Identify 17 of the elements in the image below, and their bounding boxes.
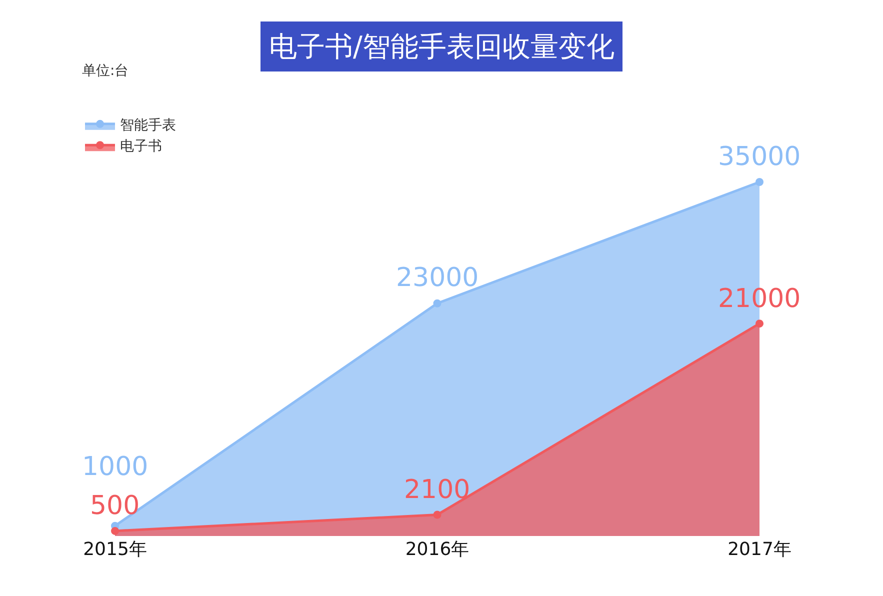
data-label: 35000: [718, 142, 801, 172]
x-tick-label: 2015年: [83, 539, 147, 560]
point: [756, 320, 764, 328]
data-label: 500: [90, 491, 140, 521]
x-tick-label: 2017年: [728, 539, 792, 560]
point: [433, 299, 442, 308]
chart-title: 电子书/智能手表回收量变化: [269, 30, 614, 63]
point: [756, 178, 764, 186]
legend-label: 智能手表: [120, 117, 176, 134]
point: [433, 510, 442, 519]
text: 单位:台: [82, 63, 129, 79]
data-label: 1000: [82, 452, 148, 482]
x-tick-label: 2016年: [405, 539, 470, 560]
legend-label: 电子书: [120, 138, 162, 155]
point: [111, 526, 119, 535]
data-label: 2100: [404, 475, 470, 505]
data-label: 23000: [396, 263, 479, 293]
